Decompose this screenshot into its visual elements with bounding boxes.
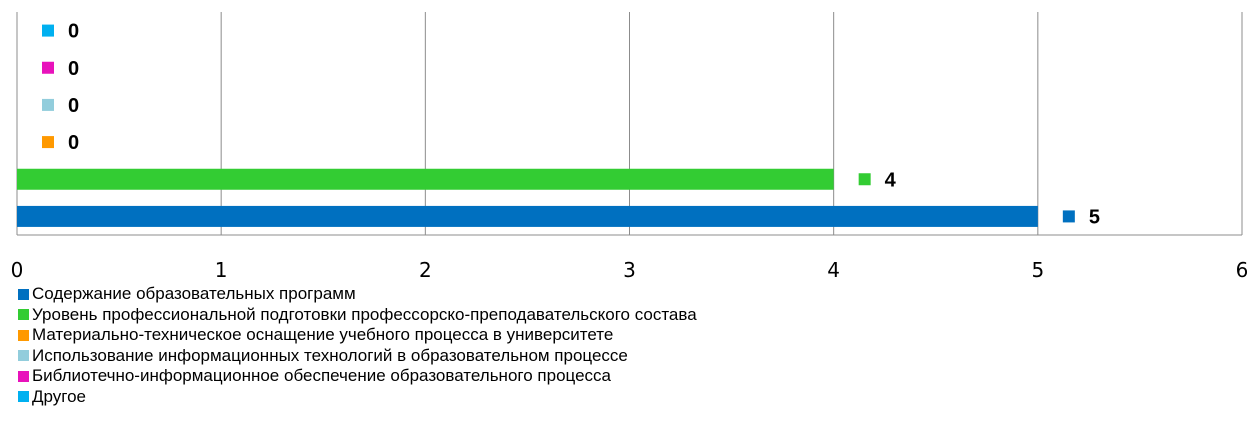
bar-chart: 5 4 0 0 0 0 0 1 2 3 4 5 6 — [11, 12, 1247, 282]
x-axis-ticks: 0 1 2 3 4 5 6 — [11, 258, 1247, 282]
x-tick-label-4: 4 — [827, 258, 840, 282]
bar-1 — [17, 168, 834, 190]
legend-label-2: Материально-техническое оснащение учебно… — [32, 325, 614, 344]
x-tick-label-3: 3 — [623, 258, 636, 282]
legend-swatch-0 — [18, 288, 29, 300]
legend-item-4: Библиотечно-информационное обеспечение о… — [18, 366, 697, 387]
legend-label-1: Уровень профессиональной подготовки проф… — [32, 304, 697, 324]
legend-label-3: Использование информационных технологий … — [32, 345, 628, 365]
data-label-swatch-4 — [42, 61, 54, 74]
legend-item-0: Содержание образовательных программ — [18, 284, 697, 305]
data-label-3: 0 — [68, 95, 79, 117]
bar-0 — [17, 205, 1038, 227]
legend-label-5: Другое — [32, 386, 87, 406]
legend-swatch-3 — [18, 350, 29, 362]
bars — [17, 168, 1038, 227]
data-label-swatch-5 — [42, 24, 54, 37]
data-label-swatch-0 — [1062, 210, 1075, 223]
legend-swatch-2 — [18, 329, 29, 341]
legend-item-2: Материально-техническое оснащение учебно… — [18, 325, 697, 346]
x-tick-label-2: 2 — [419, 258, 432, 282]
data-labels: 5 4 0 0 0 0 — [42, 21, 1100, 228]
data-label-1: 4 — [885, 169, 897, 191]
grid-lines — [16, 12, 1243, 236]
legend-swatch-4 — [18, 370, 29, 382]
data-label-5: 0 — [68, 21, 79, 43]
legend-item-1: Уровень профессиональной подготовки проф… — [18, 305, 697, 326]
legend-swatch-1 — [18, 309, 29, 321]
x-tick-label-5: 5 — [1031, 258, 1044, 282]
data-label-0: 5 — [1089, 206, 1100, 228]
data-label-swatch-3 — [42, 98, 54, 111]
data-label-swatch-1 — [858, 173, 871, 186]
legend: Содержание образовательных программ Урове… — [18, 284, 697, 407]
legend-item-5: Другое — [18, 387, 697, 408]
legend-swatch-5 — [18, 391, 29, 403]
data-label-2: 0 — [68, 132, 79, 154]
legend-label-4: Библиотечно-информационное обеспечение о… — [32, 366, 611, 385]
x-tick-label-0: 0 — [11, 258, 24, 282]
legend-label-0: Содержание образовательных программ — [32, 284, 356, 303]
data-label-4: 0 — [68, 58, 79, 80]
legend-item-3: Использование информационных технологий … — [18, 346, 697, 367]
data-label-swatch-2 — [42, 136, 54, 149]
x-tick-label-1: 1 — [215, 258, 228, 282]
x-tick-label-6: 6 — [1236, 258, 1247, 282]
